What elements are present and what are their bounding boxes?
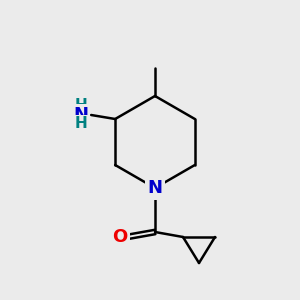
Text: N: N xyxy=(148,179,163,197)
Text: H: H xyxy=(75,116,88,131)
Text: N: N xyxy=(74,106,89,124)
Text: O: O xyxy=(112,228,128,246)
Text: H: H xyxy=(75,98,88,113)
